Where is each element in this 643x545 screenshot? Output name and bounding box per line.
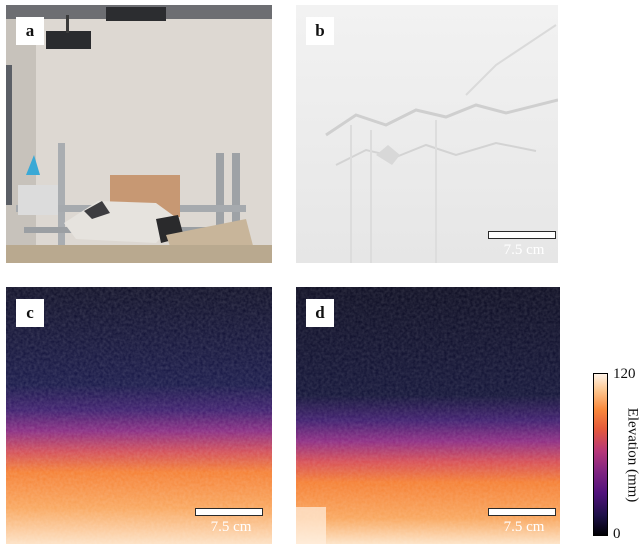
panel-label-a: a (16, 17, 44, 45)
scale-bar-line (488, 508, 556, 516)
scale-bar-label: 7.5 cm (503, 242, 545, 258)
panel-d-elevation-map: d 7.5 cm (296, 287, 560, 544)
elevation-map-d (296, 287, 560, 544)
setup-photo (6, 5, 272, 263)
cast-photo (296, 5, 558, 263)
scale-bar-line (195, 508, 263, 516)
colorbar-max-label: 120 (613, 366, 636, 382)
panel-label-b: b (306, 17, 334, 45)
colorbar-min-label: 0 (613, 526, 621, 542)
elevation-map-c (6, 287, 272, 544)
panel-a-setup-photo: a (6, 5, 272, 263)
scale-bar-label: 7.5 cm (210, 519, 252, 535)
panel-label-d: d (306, 299, 334, 327)
scale-bar-label: 7.5 cm (503, 519, 545, 535)
colorbar-title: Elevation (mm) (624, 407, 641, 503)
scale-bar-line (488, 231, 556, 239)
panel-b-cast-photo: b 7.5 cm (296, 5, 558, 263)
panel-label-c: c (16, 299, 44, 327)
panel-c-elevation-map: c 7.5 cm (6, 287, 272, 544)
elevation-colorbar (593, 373, 608, 536)
